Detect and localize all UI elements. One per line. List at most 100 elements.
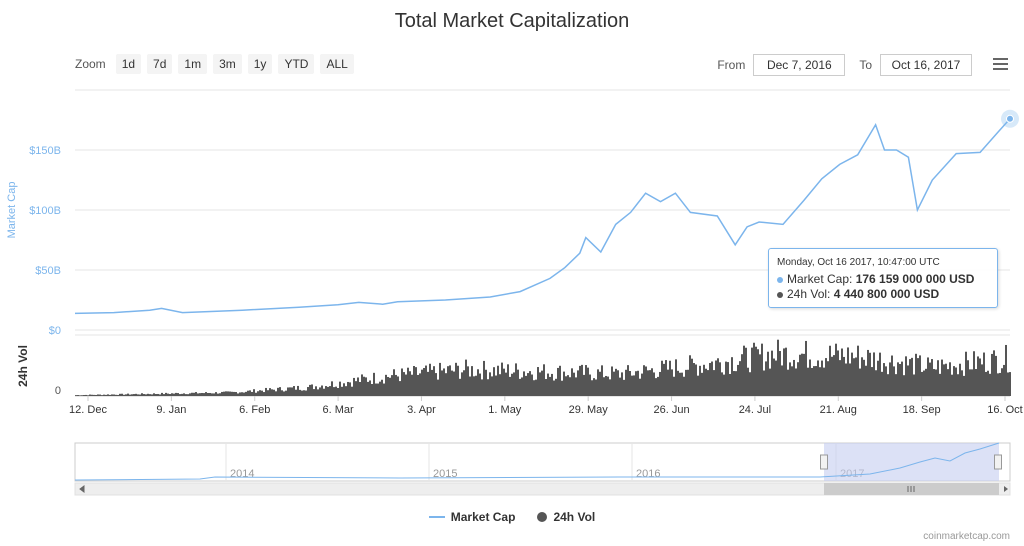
scroll-left-icon[interactable] [79, 485, 85, 493]
volume-bar [689, 355, 691, 396]
volume-bar [285, 390, 287, 396]
volume-bar [733, 371, 735, 396]
volume-bar [89, 394, 91, 396]
zoom-1m-button[interactable]: 1m [178, 54, 208, 74]
volume-bar [909, 359, 911, 396]
legend-item-market-cap[interactable]: Market Cap [428, 510, 516, 524]
zoom-1d-button[interactable]: 1d [115, 54, 142, 74]
volume-bar [283, 391, 285, 396]
volume-bar [789, 362, 791, 396]
tooltip-volume-value: 4 440 800 000 USD [833, 287, 940, 301]
navigator-handle[interactable] [994, 454, 1002, 470]
volume-bar [785, 347, 787, 396]
volume-bar [533, 380, 535, 396]
y-tick-label: $0 [49, 325, 61, 337]
volume-bar [185, 394, 187, 396]
volume-bar [931, 359, 933, 396]
volume-bar [575, 377, 577, 396]
volume-bar [671, 369, 673, 396]
volume-bar [357, 377, 359, 396]
volume-bar [267, 390, 269, 396]
volume-bar [711, 361, 713, 396]
volume-bar [899, 364, 901, 396]
scrollbar-track [74, 482, 1011, 496]
volume-bar [993, 350, 995, 396]
legend-item-volume[interactable]: 24h Vol [537, 510, 595, 524]
volume-bar [501, 362, 503, 396]
from-date-input[interactable]: Dec 7, 2016 [753, 54, 846, 76]
volume-bar [389, 377, 391, 396]
volume-dot-icon [777, 291, 783, 298]
volume-bar [787, 369, 789, 396]
volume-bar [643, 365, 645, 396]
volume-bar [529, 371, 531, 396]
volume-bar [829, 345, 831, 396]
volume-bar [329, 386, 331, 396]
volume-bar [211, 393, 213, 396]
volume-bar [571, 368, 573, 396]
to-date-input[interactable]: Oct 16, 2017 [880, 54, 972, 76]
zoom-3m-button[interactable]: 3m [213, 54, 242, 74]
volume-bar [207, 392, 209, 396]
volume-bar [707, 370, 709, 396]
volume-bar [429, 363, 431, 396]
tooltip: Monday, Oct 16 2017, 10:47:00 UTC Market… [768, 248, 998, 308]
legend-market-cap-label: Market Cap [450, 510, 516, 524]
tooltip-market-cap-label: Market Cap: [787, 272, 853, 286]
volume-bar [767, 351, 769, 396]
credit-link[interactable]: coinmarketcap.com [923, 531, 1010, 542]
volume-bar [153, 393, 155, 396]
zoom-7d-button[interactable]: 7d [147, 54, 173, 74]
volume-bar [473, 376, 475, 396]
volume-bar [903, 375, 905, 396]
volume-bar [117, 394, 119, 396]
volume-bar [83, 395, 85, 396]
volume-bar [715, 360, 717, 396]
volume-bar [755, 346, 757, 396]
chart-title: Total Market Capitalization [394, 10, 630, 32]
volume-bar [629, 371, 631, 396]
volume-bar [277, 387, 279, 396]
volume-bar [971, 369, 973, 396]
volume-bar [877, 360, 879, 396]
volume-bar [259, 390, 261, 396]
volume-bar [95, 394, 97, 396]
volume-bar [365, 377, 367, 396]
volume-bar [159, 394, 161, 396]
volume-bar [215, 392, 217, 396]
scroll-right-icon[interactable] [1004, 486, 1008, 492]
volume-bar [553, 380, 555, 396]
volume-bar [99, 394, 101, 396]
volume-bar [995, 355, 997, 396]
volume-bar [837, 350, 839, 396]
legend-volume-label: 24h Vol [553, 510, 596, 524]
volume-bar [939, 373, 941, 396]
x-tick-label: 26. Jun [653, 404, 689, 416]
zoom-all-button[interactable]: ALL [320, 54, 354, 74]
volume-bar [551, 373, 553, 396]
volume-bar [727, 362, 729, 396]
volume-bar [375, 383, 377, 396]
volume-bar [851, 352, 853, 396]
navigator-handle[interactable] [820, 454, 828, 470]
volume-bar [915, 353, 917, 396]
volume-bar [613, 371, 615, 396]
volume-bar [929, 362, 931, 396]
volume-bar [139, 394, 141, 396]
volume-bar [897, 362, 899, 396]
volume-bar [433, 366, 435, 396]
hamburger-menu-icon[interactable] [993, 58, 1008, 72]
volume-bar [583, 374, 585, 396]
volume-bar [927, 357, 929, 396]
zoom-1y-button[interactable]: 1y [247, 54, 273, 74]
volume-bar [403, 372, 405, 396]
volume-bar [169, 394, 171, 396]
volume-bar [735, 371, 737, 396]
volume-bar [383, 383, 385, 396]
circle-series-icon [537, 512, 548, 522]
tooltip-volume-label: 24h Vol: [787, 287, 831, 301]
volume-bar [683, 376, 685, 396]
volume-bar [121, 393, 123, 396]
zoom-ytd-button[interactable]: YTD [278, 54, 315, 74]
volume-bar [831, 356, 833, 396]
